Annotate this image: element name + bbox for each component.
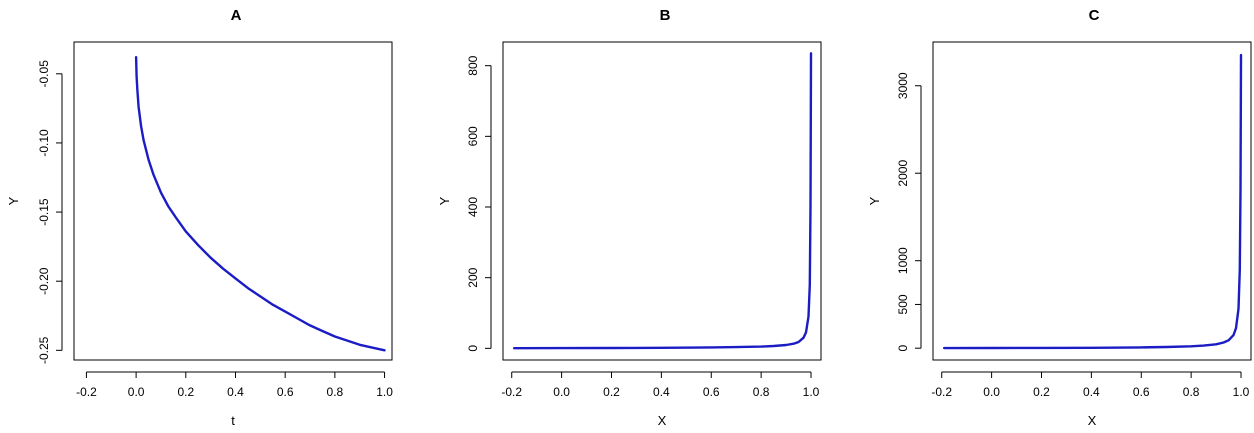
- chart-0-x-tick-label: 0.0: [128, 385, 145, 399]
- chart-2-y-tick-label: 2000: [896, 160, 910, 187]
- chart-1-x-tick-label: 0.6: [703, 385, 720, 399]
- chart-2-x-tick-label: 0.8: [1183, 385, 1200, 399]
- chart-2-y-tick-label: 1000: [896, 247, 910, 274]
- chart-0-x-tick-label: 0.2: [177, 385, 194, 399]
- chart-0-x-tick-label: 0.6: [277, 385, 294, 399]
- chart-1-y-tick-label: 800: [466, 55, 480, 75]
- chart-0-x-tick-label: 1.0: [376, 385, 393, 399]
- chart-0-y-axis-label: Y: [6, 196, 21, 205]
- chart-1-series-line: [513, 52, 813, 350]
- chart-1-plot-frame: [502, 41, 822, 361]
- chart-0-series-line: [134, 56, 386, 352]
- chart-0-plot-frame: [73, 41, 393, 361]
- chart-1-x-axis-label: X: [658, 413, 667, 428]
- chart-2-x-tick-label: 0.2: [1033, 385, 1050, 399]
- chart-1-x-tick-label: 0.2: [603, 385, 620, 399]
- chart-2-x-tick-label: 0.4: [1083, 385, 1100, 399]
- chart-0-title: A: [231, 7, 242, 24]
- chart-1-y-axis-label: Y: [437, 196, 452, 205]
- chart-2-plot-frame: [932, 41, 1252, 361]
- chart-0-x-tick-label: 0.8: [327, 385, 344, 399]
- chart-2-x-tick-label: 1.0: [1233, 385, 1250, 399]
- chart-2-x-tick-label: 0.6: [1133, 385, 1150, 399]
- chart-2-x-tick-label: 0.0: [983, 385, 1000, 399]
- chart-1-x-tick-label: 0.8: [753, 385, 770, 399]
- chart-2-series-line: [943, 53, 1243, 350]
- chart-1-x-tick-label: -0.2: [501, 385, 522, 399]
- chart-1-title: B: [660, 7, 671, 24]
- chart-2-y-tick-label: 0: [896, 345, 910, 352]
- chart-0-y-tick-label: -0.10: [37, 129, 51, 157]
- chart-0-x-tick-label: -0.2: [76, 385, 97, 399]
- chart-1-x-tick-label: 1.0: [803, 385, 820, 399]
- chart-1-x-tick-label: 0.4: [653, 385, 670, 399]
- chart-0-y-tick-label: -0.05: [37, 60, 51, 88]
- chart-0-y-tick-label: -0.25: [37, 336, 51, 364]
- chart-2-x-axis-label: X: [1088, 413, 1097, 428]
- chart-1-y-tick-label: 0: [466, 345, 480, 352]
- chart-0-x-tick-label: 0.4: [227, 385, 244, 399]
- chart-1-y-tick-label: 600: [466, 126, 480, 146]
- chart-1-x-tick-label: 0.0: [553, 385, 570, 399]
- chart-1-y-tick-label: 400: [466, 197, 480, 217]
- chart-2-y-axis-label: Y: [867, 196, 882, 205]
- chart-0-x-axis-label: t: [231, 413, 235, 428]
- chart-0-y-tick-label: -0.20: [37, 267, 51, 295]
- chart-1-y-tick-label: 200: [466, 267, 480, 287]
- chart-2-y-tick-label: 500: [896, 294, 910, 314]
- chart-0-y-tick-label: -0.15: [37, 198, 51, 226]
- chart-2-title: C: [1089, 7, 1100, 24]
- chart-2-x-tick-label: -0.2: [931, 385, 952, 399]
- chart-2-y-tick-label: 3000: [896, 72, 910, 99]
